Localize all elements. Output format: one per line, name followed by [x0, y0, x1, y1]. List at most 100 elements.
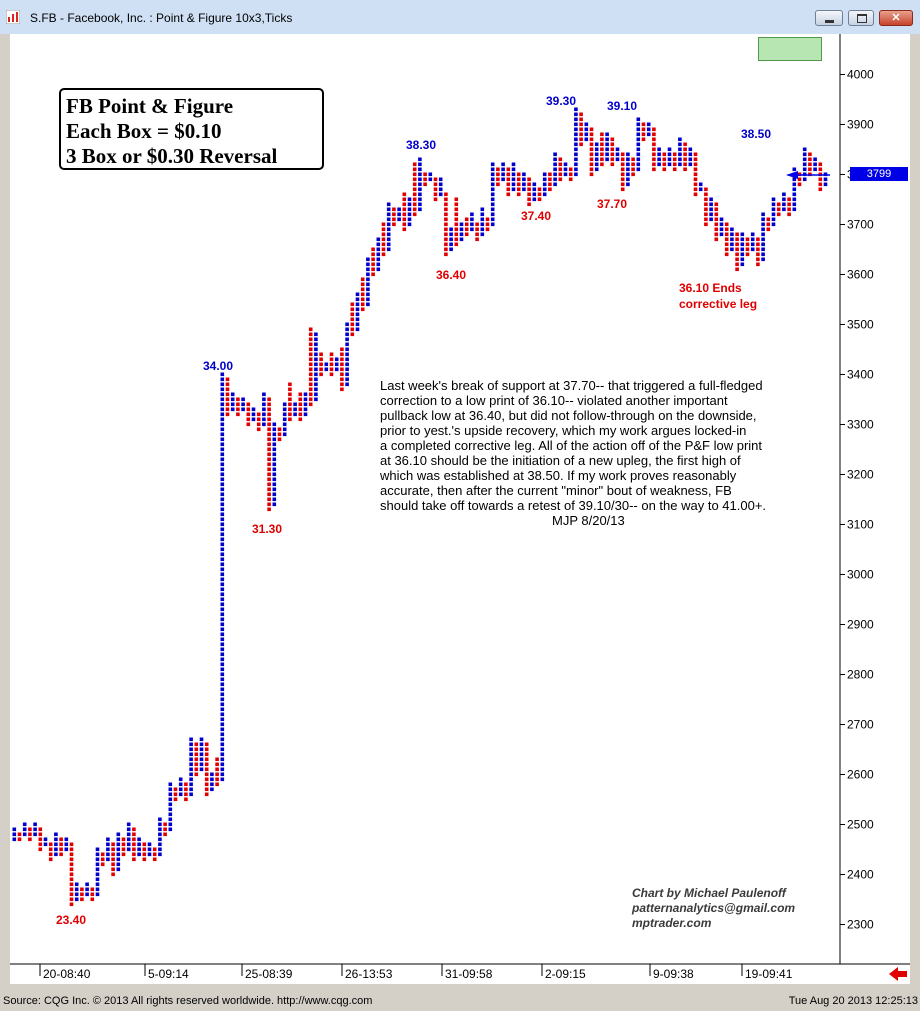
o-box [69, 892, 74, 897]
x-box [698, 187, 703, 192]
x-box [376, 237, 381, 242]
o-box [267, 397, 271, 402]
scroll-right-icon[interactable] [886, 964, 910, 984]
x-box [33, 827, 37, 832]
price-annotation: 39.30 [546, 94, 576, 108]
x-box [574, 127, 578, 132]
o-box [48, 852, 53, 857]
x-box [220, 397, 225, 402]
x-box [386, 232, 391, 237]
x-box [688, 152, 693, 157]
x-box [272, 442, 277, 447]
x-column [750, 232, 755, 252]
x-box [678, 157, 682, 162]
x-box [532, 192, 537, 197]
x-column [262, 392, 266, 427]
o-column [381, 222, 386, 257]
o-box [620, 187, 625, 192]
x-box [782, 202, 786, 207]
o-box [360, 277, 365, 282]
close-icon[interactable] [879, 10, 913, 26]
x-box [33, 822, 37, 827]
o-box [402, 197, 407, 202]
o-box [308, 347, 313, 352]
x-box [116, 857, 121, 862]
x-box [220, 757, 225, 762]
o-box [215, 767, 219, 772]
x-box [428, 177, 433, 182]
x-box [272, 452, 277, 457]
x-box [85, 882, 89, 887]
o-box [236, 412, 240, 417]
x-column [636, 117, 641, 172]
o-box [808, 152, 812, 157]
y-tick-label: 2700 [847, 718, 874, 732]
o-box [724, 232, 729, 237]
o-box [412, 167, 417, 172]
o-box [340, 367, 344, 372]
x-box [636, 162, 641, 167]
x-box [189, 737, 193, 742]
x-box [220, 682, 225, 687]
o-box [787, 197, 791, 202]
x-box [511, 167, 516, 172]
x-box [386, 217, 391, 222]
x-column [470, 212, 474, 232]
x-column [678, 137, 682, 167]
o-column [704, 187, 708, 227]
x-box [574, 162, 578, 167]
o-box [184, 782, 188, 787]
x-box [178, 792, 183, 797]
x-box [636, 117, 641, 122]
x-box [366, 267, 370, 272]
maximize-icon[interactable] [848, 10, 874, 26]
x-box [189, 787, 193, 792]
x-box [199, 747, 204, 752]
x-box [470, 222, 474, 227]
x-box [220, 727, 225, 732]
x-box [740, 247, 745, 252]
x-box [314, 372, 318, 377]
chart-area[interactable]: 4000390038003700360035003400330032003100… [10, 34, 910, 984]
x-box [657, 162, 661, 167]
x-column [85, 882, 89, 897]
o-box [59, 837, 63, 842]
o-column [173, 787, 178, 802]
o-column [288, 382, 292, 422]
o-box [527, 202, 531, 207]
o-box [350, 327, 355, 332]
o-box [142, 852, 147, 857]
x-box [376, 247, 381, 252]
minimize-icon[interactable] [815, 10, 843, 26]
o-box [527, 197, 531, 202]
x-box [272, 422, 277, 427]
o-box [568, 172, 573, 177]
o-column [516, 172, 521, 197]
x-box [418, 172, 422, 177]
o-box [340, 387, 344, 392]
x-box [262, 407, 266, 412]
x-box [220, 502, 225, 507]
o-column [766, 217, 771, 232]
o-box [308, 357, 313, 362]
o-box [48, 847, 53, 852]
o-box [589, 167, 594, 172]
o-box [600, 147, 604, 152]
x-box [542, 172, 547, 177]
o-box [402, 207, 407, 212]
x-box [376, 262, 381, 267]
o-box [246, 412, 251, 417]
chart-info-box: FB Point & Figure Each Box = $0.10 3 Box… [59, 88, 324, 170]
o-box [662, 152, 667, 157]
o-box [298, 397, 303, 402]
x-box [137, 837, 141, 842]
x-box [168, 817, 173, 822]
o-box [610, 147, 615, 152]
chart-control-box[interactable] [758, 37, 822, 61]
x-box [334, 357, 339, 362]
o-box [204, 792, 209, 797]
x-box [220, 767, 225, 772]
x-column [106, 837, 110, 862]
x-box [314, 387, 318, 392]
x-box [168, 802, 173, 807]
